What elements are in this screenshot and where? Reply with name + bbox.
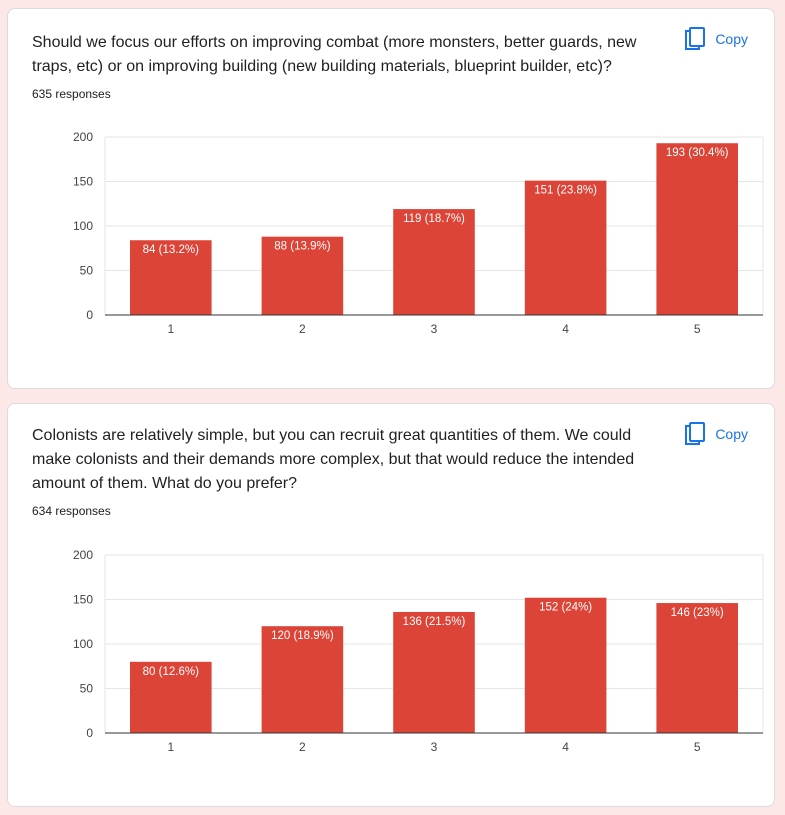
response-count: 634 responses (32, 504, 111, 518)
data-label: 80 (12.6%) (143, 666, 199, 678)
data-label: 119 (18.7%) (403, 213, 465, 225)
y-tick-label: 0 (86, 308, 93, 322)
copy-label: Copy (715, 31, 748, 47)
y-tick-label: 150 (73, 593, 93, 607)
bar (656, 143, 738, 315)
bar (393, 209, 475, 315)
data-label: 146 (23%) (671, 607, 724, 619)
data-label: 88 (13.9%) (274, 241, 330, 253)
x-tick-label: 4 (562, 740, 569, 754)
y-tick-label: 100 (73, 219, 93, 233)
bar-chart-svg: 0 50 100 150 200 80 (12.6%) 1 120 (18.9%) 2 136 (… (73, 548, 764, 754)
bar (393, 611, 475, 733)
bar (656, 603, 738, 733)
x-tick-label: 4 (562, 322, 569, 336)
y-tick-label: 0 (86, 726, 93, 740)
x-tick-label: 3 (431, 740, 438, 754)
x-tick-label: 5 (694, 740, 701, 754)
x-tick-label: 5 (694, 322, 701, 336)
data-label: 193 (30.4%) (666, 147, 729, 159)
copy-button[interactable]: Copy (684, 422, 748, 446)
y-tick-label: 200 (73, 548, 93, 562)
bar-chart-1: 0 50 100 150 200 84 (13.2%) 1 88 (13.9%) 2 119 (1… (8, 127, 774, 357)
question-card-1: Should we focus our efforts on improving… (7, 8, 775, 389)
copy-label: Copy (715, 426, 748, 442)
x-tick-label: 1 (167, 322, 174, 336)
bar (261, 236, 344, 315)
bar (130, 661, 212, 733)
data-label: 152 (24%) (539, 602, 592, 614)
data-label: 120 (18.9%) (271, 630, 334, 642)
question-card-2: Colonists are relatively simple, but you… (7, 403, 775, 807)
bar (130, 240, 212, 315)
bar (261, 626, 344, 733)
x-tick-label: 3 (431, 322, 438, 336)
bar (524, 180, 607, 315)
data-label: 151 (23.8%) (534, 185, 597, 197)
response-count: 635 responses (32, 87, 111, 101)
copy-button[interactable]: Copy (684, 27, 748, 51)
y-tick-label: 50 (80, 682, 94, 696)
bar-chart-svg: 0 50 100 150 200 84 (13.2%) 1 88 (13.9%) 2 119 (1… (73, 130, 764, 336)
question-title: Should we focus our efforts on improving… (32, 34, 637, 75)
question-title: Colonists are relatively simple, but you… (32, 427, 635, 492)
bar (524, 597, 607, 733)
data-label: 84 (13.2%) (143, 244, 199, 256)
y-tick-label: 100 (73, 637, 93, 651)
x-tick-label: 2 (299, 740, 306, 754)
y-tick-label: 50 (80, 264, 94, 278)
x-tick-label: 2 (299, 322, 306, 336)
data-label: 136 (21.5%) (403, 616, 466, 628)
copy-icon (684, 27, 706, 51)
copy-icon (684, 422, 706, 446)
bar-chart-2: 0 50 100 150 200 80 (12.6%) 1 120 (18.9%) 2 136 (… (8, 545, 774, 775)
x-tick-label: 1 (167, 740, 174, 754)
y-tick-label: 150 (73, 175, 93, 189)
y-tick-label: 200 (73, 130, 93, 144)
